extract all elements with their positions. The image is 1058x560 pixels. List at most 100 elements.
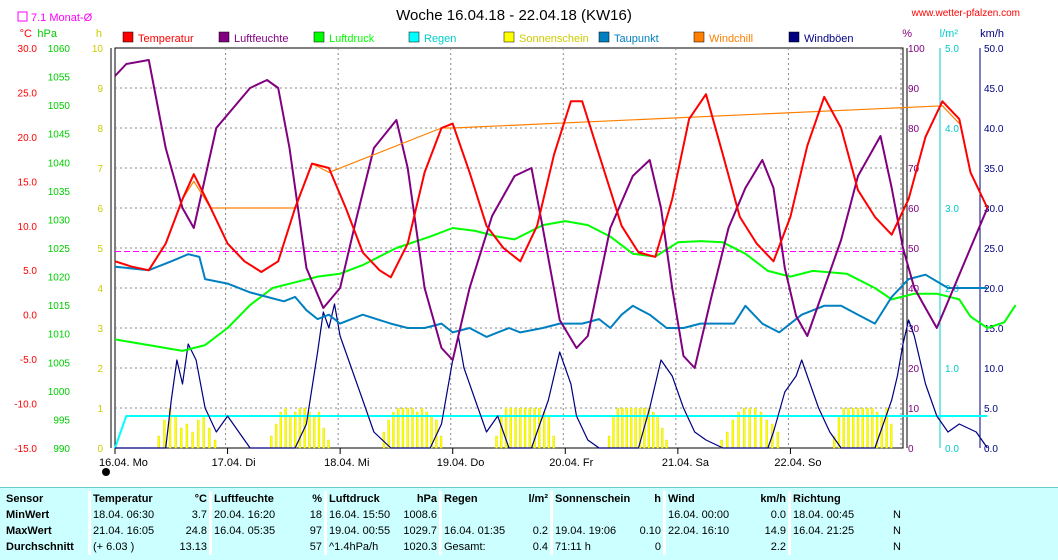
legend-swatch-1 xyxy=(218,31,230,43)
sun-bar xyxy=(765,419,768,449)
temp-unit: °C xyxy=(20,28,32,40)
stats-cell-dir-v: N xyxy=(893,541,901,553)
wind-unit: km/h xyxy=(980,28,1004,40)
month-avg-label: 7.1 Monat-Ø xyxy=(31,12,93,24)
stats-cell-hum-t: 20.04. 16:20 xyxy=(209,507,296,523)
sun-bar xyxy=(397,407,400,449)
tick-label-humidity_pct: 30 xyxy=(908,324,920,335)
stats-header-row: Sensor Temperatur °C Luftfeuchte % Luftd… xyxy=(4,491,909,507)
sun-bar xyxy=(439,435,443,449)
sun-bar xyxy=(416,411,419,449)
series-taupunkt xyxy=(114,253,988,338)
sun-bar xyxy=(621,407,624,449)
stats-cell-pres-t: ^1.4hPa/h xyxy=(324,539,397,555)
stats-cell-dir-t xyxy=(788,539,891,555)
hdr-hum-unit: % xyxy=(312,493,322,505)
pressure-unit: hPa xyxy=(37,28,57,40)
tick-label-wind_kmh: 15.0 xyxy=(984,324,1004,335)
sun-bar xyxy=(213,439,217,449)
sun-bar xyxy=(533,407,536,449)
tick-label-humidity_pct: 70 xyxy=(908,164,920,175)
tick-label-temperature_c: 30.0 xyxy=(18,44,38,55)
hdr-wind-unit: km/h xyxy=(760,493,786,505)
chart-title: Woche 16.04.18 - 22.04.18 (KW16) xyxy=(396,7,632,24)
sun-bar xyxy=(514,407,517,449)
tick-label-pressure_hpa: 1050 xyxy=(48,101,71,112)
sun-bar xyxy=(279,411,283,449)
sun-bar xyxy=(638,407,642,449)
hdr-pres: Luftdruck xyxy=(324,491,397,507)
stats-cell-sun-t xyxy=(550,507,637,523)
sun-bar xyxy=(425,411,428,449)
tick-label-wind_kmh: 45.0 xyxy=(984,84,1004,95)
hdr-sun-unit: h xyxy=(654,493,661,505)
sun-bar xyxy=(875,411,879,449)
tick-label-pressure_hpa: 1015 xyxy=(48,301,71,312)
tick-label-humidity_pct: 80 xyxy=(908,124,920,135)
sun-bar xyxy=(852,407,855,449)
sun-bar xyxy=(871,407,874,449)
sun-bar xyxy=(866,407,869,449)
sun-bar xyxy=(406,407,409,449)
legend-label-6: Windchill xyxy=(709,33,753,45)
tick-label-humidity_pct: 90 xyxy=(908,84,920,95)
tick-label-pressure_hpa: 1010 xyxy=(48,330,71,341)
hdr-hum: Luftfeuchte xyxy=(209,491,296,507)
x-label-5: 21.04. Sa xyxy=(662,457,710,469)
sunshine-bars xyxy=(157,407,893,449)
site-link[interactable]: www.wetter-pfalzen.com xyxy=(911,8,1020,19)
legend-label-2: Luftdruck xyxy=(329,33,375,45)
hdr-rain-unit: l/m² xyxy=(528,493,548,505)
tick-label-humidity_pct: 100 xyxy=(908,44,925,55)
sun-bar xyxy=(308,411,311,449)
stats-cell-hum-t: 16.04. 05:35 xyxy=(209,523,296,539)
tick-label-temperature_c: 10.0 xyxy=(18,222,38,233)
tick-label-wind_kmh: 25.0 xyxy=(984,244,1004,255)
sun-bar xyxy=(542,411,546,449)
stats-cell-rain-t xyxy=(439,507,516,523)
sun-bar xyxy=(504,407,508,449)
sun-bar xyxy=(274,423,278,449)
sun-bar xyxy=(885,407,888,449)
stats-cell-hum-v: 57 xyxy=(309,541,322,553)
rain-unit: l/m² xyxy=(940,28,959,40)
stats-cell-rain-v: 0.2 xyxy=(532,525,548,537)
stats-cell-wind-v: 2.2 xyxy=(770,541,786,553)
hdr-sensor: Sensor xyxy=(6,493,44,505)
legend-label-3: Regen xyxy=(424,33,456,45)
stats-cell-sun-v: 0 xyxy=(654,541,661,553)
x-label-4: 20.04. Fr xyxy=(549,457,593,469)
tick-label-temperature_c: 20.0 xyxy=(18,133,38,144)
tick-label-temperature_c: -15.0 xyxy=(14,444,37,455)
stats-cell-sun-t: 19.04. 19:06 xyxy=(550,523,637,539)
tick-label-temperature_c: 5.0 xyxy=(23,266,37,277)
legend-swatch-5 xyxy=(598,31,610,43)
stats-cell-sun-t: 71:11 h xyxy=(550,539,637,555)
stats-cell-wind-v: 0.0 xyxy=(770,509,786,521)
stats-cell-dir-t: 16.04. 21:25 xyxy=(788,523,891,539)
legend-swatch-6 xyxy=(693,31,705,43)
tick-label-wind_kmh: 0.0 xyxy=(984,444,998,455)
tick-label-pressure_hpa: 1055 xyxy=(48,73,71,84)
tick-label-sunshine_h: 10 xyxy=(92,44,104,55)
stats-cell-pres-v: 1020.3 xyxy=(403,541,437,553)
sun-bar xyxy=(726,431,729,449)
sun-bar xyxy=(180,427,183,449)
tick-label-pressure_hpa: 1035 xyxy=(48,187,71,198)
sun-bar xyxy=(298,407,302,449)
tick-label-temperature_c: 25.0 xyxy=(18,88,38,99)
sun-bar xyxy=(607,435,611,449)
sun-bar xyxy=(625,407,628,449)
sun-bar xyxy=(197,419,200,449)
stats-cell-wind-v: 14.9 xyxy=(764,525,786,537)
tick-label-pressure_hpa: 990 xyxy=(53,444,70,455)
sun-bar xyxy=(776,431,780,449)
legend-label-7: Windböen xyxy=(804,33,854,45)
stats-cell-pres-t: 16.04. 15:50 xyxy=(324,507,397,523)
legend-label-4: Sonnenschein xyxy=(519,33,589,45)
sun-bar xyxy=(634,407,637,449)
sun-bar xyxy=(392,411,395,449)
sun-bar xyxy=(327,439,330,449)
sun-bar xyxy=(519,407,522,449)
series-luftdruck xyxy=(114,220,1017,352)
